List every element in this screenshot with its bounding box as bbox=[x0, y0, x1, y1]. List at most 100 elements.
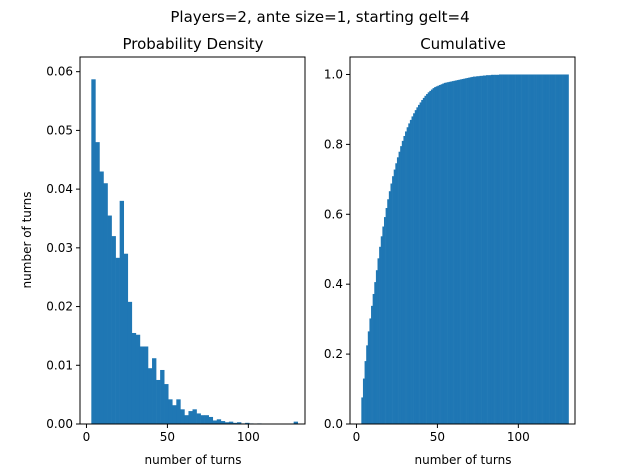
density-bar bbox=[160, 369, 165, 424]
density-bar bbox=[147, 368, 153, 424]
cumulative-bar bbox=[558, 74, 561, 424]
density-bar bbox=[220, 421, 226, 424]
density-bar bbox=[127, 301, 133, 424]
cumulative-bar bbox=[508, 74, 511, 424]
cumulative-bar bbox=[503, 74, 506, 424]
cumulative-bar bbox=[473, 76, 475, 424]
cumulative-bar bbox=[392, 176, 395, 424]
density-bar bbox=[184, 415, 189, 424]
density-bar bbox=[164, 384, 169, 424]
cumulative-bar bbox=[437, 85, 440, 424]
density-bar bbox=[131, 332, 137, 424]
cumulative-bar bbox=[510, 74, 513, 424]
density-bar bbox=[216, 419, 222, 424]
cumulative-bar bbox=[532, 74, 535, 424]
cumulative-bar bbox=[424, 95, 427, 425]
density-bar bbox=[168, 399, 173, 424]
cumulative-bar bbox=[383, 217, 386, 424]
cumulative-bar bbox=[385, 207, 388, 424]
cumulative-bar bbox=[416, 107, 419, 424]
cumulative-ytick-label: 0.2 bbox=[324, 347, 343, 361]
figure-suptitle: Players=2, ante size=1, starting gelt=4 bbox=[170, 8, 469, 26]
cumulative-ytick-label: 0.0 bbox=[324, 417, 343, 431]
cumulative-bar bbox=[361, 397, 364, 424]
cumulative-bar bbox=[498, 74, 501, 424]
cumulative-ytick-label: 1.0 bbox=[324, 67, 343, 81]
cumulative-bar bbox=[450, 81, 453, 424]
cumulative-bar bbox=[566, 74, 569, 424]
cumulative-bar bbox=[531, 74, 534, 424]
density-bar bbox=[228, 421, 234, 424]
cumulative-bar bbox=[505, 74, 508, 424]
cumulative-bar bbox=[405, 131, 407, 424]
cumulative-xtick-label: 50 bbox=[430, 430, 445, 444]
cumulative-bar bbox=[453, 80, 456, 425]
density-bar bbox=[99, 171, 104, 424]
density-title: Probability Density bbox=[122, 35, 263, 53]
cumulative-bar bbox=[469, 77, 472, 425]
cumulative-bar bbox=[393, 169, 396, 424]
density-bars bbox=[91, 79, 299, 424]
cumulative-ytick-label: 0.6 bbox=[324, 207, 343, 221]
density-xtick-label: 100 bbox=[237, 430, 260, 444]
cumulative-bars bbox=[361, 74, 569, 425]
cumulative-bar bbox=[526, 74, 529, 424]
cumulative-xtick-label: 0 bbox=[353, 430, 361, 444]
cumulative-bar bbox=[455, 80, 458, 425]
cumulative-ytick-label: 0.8 bbox=[324, 137, 343, 151]
cumulative-bar bbox=[553, 74, 556, 424]
cumulative-ytick-label: 0.4 bbox=[324, 277, 343, 291]
density-bar bbox=[176, 399, 181, 424]
density-ytick-label: 0.04 bbox=[46, 182, 73, 196]
cumulative-bar bbox=[464, 78, 467, 424]
cumulative-bar bbox=[507, 74, 509, 424]
cumulative-bar bbox=[484, 75, 487, 425]
density-bar bbox=[293, 421, 299, 424]
cumulative-bar bbox=[545, 74, 548, 424]
density-xtick-label: 50 bbox=[160, 430, 175, 444]
cumulative-bar bbox=[552, 74, 555, 424]
cumulative-bar bbox=[435, 86, 438, 425]
cumulative-bar bbox=[414, 110, 417, 424]
density-bar bbox=[139, 346, 145, 424]
cumulative-bar bbox=[448, 81, 451, 424]
cumulative-bar bbox=[466, 77, 469, 424]
cumulative-bar bbox=[432, 88, 435, 425]
density-ytick-label: 0.02 bbox=[46, 300, 73, 314]
cumulative-bar bbox=[560, 74, 563, 424]
density-ticks: 0 50 100 0.00 0.01 0.02 0.03 0.04 0.05 0.06 bbox=[46, 65, 260, 444]
cumulative-bar bbox=[565, 74, 568, 424]
density-bar bbox=[232, 422, 238, 424]
density-bar bbox=[172, 405, 177, 424]
cumulative-bar bbox=[542, 74, 545, 424]
cumulative-bar bbox=[398, 151, 401, 424]
cumulative-bar bbox=[439, 84, 441, 425]
cumulative-bar bbox=[481, 75, 484, 425]
cumulative-bar bbox=[547, 74, 550, 424]
density-bar bbox=[91, 79, 96, 424]
density-xlabel: number of turns bbox=[145, 453, 242, 467]
cumulative-bar bbox=[468, 77, 471, 425]
cumulative-bar bbox=[563, 74, 566, 424]
cumulative-bar bbox=[492, 74, 495, 424]
density-ytick-label: 0.03 bbox=[46, 241, 73, 255]
density-bar bbox=[212, 420, 218, 424]
density-bar bbox=[115, 257, 120, 424]
density-bar bbox=[156, 379, 161, 424]
cumulative-bar bbox=[534, 74, 537, 424]
cumulative-xlabel: number of turns bbox=[415, 453, 512, 467]
cumulative-bar bbox=[422, 97, 425, 424]
cumulative-bar bbox=[485, 75, 488, 425]
cumulative-bar bbox=[396, 157, 399, 424]
density-ytick-label: 0.00 bbox=[46, 417, 73, 431]
cumulative-bar bbox=[413, 113, 416, 425]
cumulative-bar bbox=[529, 74, 532, 424]
cumulative-bar bbox=[390, 183, 393, 424]
cumulative-bar bbox=[430, 89, 433, 424]
cumulative-bar bbox=[495, 74, 498, 424]
density-bar bbox=[180, 409, 185, 424]
density-bar bbox=[95, 142, 100, 424]
cumulative-bar bbox=[524, 74, 527, 424]
cumulative-bar bbox=[463, 78, 466, 425]
